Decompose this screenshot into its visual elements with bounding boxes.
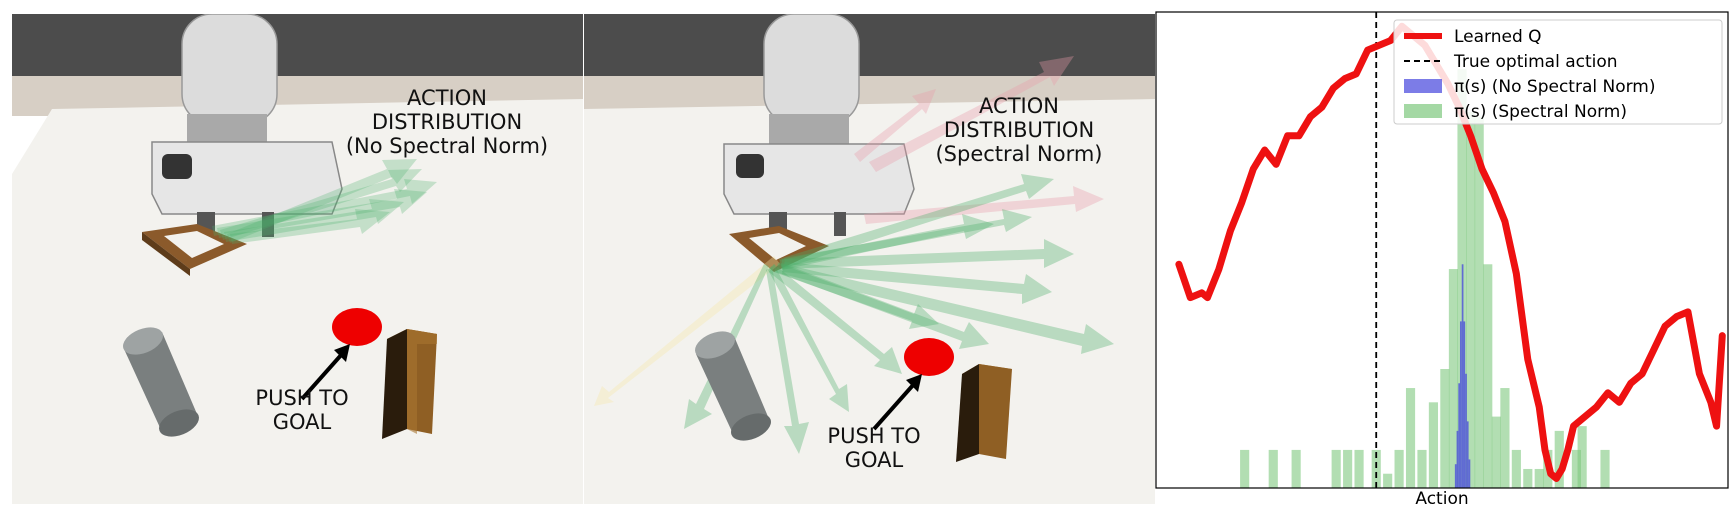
robot-arm [151,14,343,242]
spectral-hist-bar [1466,111,1476,489]
goal-marker [332,308,382,346]
title-line: ACTION [979,94,1059,118]
title-line: (No Spectral Norm) [345,134,549,158]
spectral-hist-bar [1417,449,1427,488]
spectral-hist-bar [1405,388,1416,488]
chart-canvas: Learned Q True optimal action π(s) (No Spe… [1155,11,1729,506]
spectral-hist-bar [1600,449,1610,488]
spectral-hist-bar [1448,269,1459,488]
cylinder-object [695,331,771,441]
spectral-hist-bar [1474,116,1484,488]
spectral-hist-bar [1343,449,1353,488]
spectral-hist-bar [1500,388,1510,488]
spectral-hist-bar [1534,468,1544,488]
simulation-render [12,14,583,504]
legend-label: π(s) (Spectral Norm) [1454,102,1627,122]
spectral-hist-bar [1440,369,1450,488]
spectral-hist-bar [1554,430,1564,488]
spectral-hist-bar [1491,416,1501,488]
spectral-hist-bar [1268,449,1278,488]
cylinder-object [123,327,199,437]
action-distribution-label: ACTION DISTRIBUTION (Spectral Norm) [904,94,1134,166]
title-line: DISTRIBUTION [943,118,1095,142]
spectral-hist-bar [1571,449,1581,488]
push-line: GOAL [844,448,904,472]
push-line: PUSH TO [255,386,349,410]
legend-label: Learned Q [1454,27,1542,47]
spectral-norm-histogram [1240,69,1610,489]
spectral-hist-bar [1291,449,1301,488]
goal-marker [904,338,954,376]
robot-arm [723,14,915,240]
spectral-hist-bar [1394,449,1404,488]
learned-q-series [1175,22,1726,482]
simulation-render [584,14,1155,504]
x-axis-label: Action [1415,489,1468,506]
no-spectral-hist-bar [1454,464,1457,488]
title-line: (Spectral Norm) [935,142,1103,166]
no-spectral-norm-histogram [1454,264,1471,488]
frame-object [729,226,829,272]
no-spectral-hist-bar [1458,383,1461,488]
action-arrows [212,159,437,244]
legend: Learned Q True optimal action π(s) (No Spe… [1393,19,1723,125]
spectral-hist-bar [1240,449,1250,488]
back-wall [584,14,1155,84]
spectral-hist-bar [1577,426,1587,488]
title-line: ACTION [407,86,487,110]
back-wall [12,14,583,84]
push-to-goal-label: PUSH TO GOAL [804,424,944,472]
action-distribution-label: ACTION DISTRIBUTION (No Spectral Norm) [317,86,577,158]
legend-label: π(s) (No Spectral Norm) [1454,77,1656,97]
no-spectral-hist-bar [1461,264,1464,488]
push-arrow [300,344,350,401]
legend-box [1393,19,1723,125]
title-line: DISTRIBUTION [371,110,523,134]
no-spectral-hist-bar [1460,321,1462,488]
q-value-chart: Learned Q True optimal action π(s) (No Spe… [1154,0,1732,506]
push-line: GOAL [272,410,332,434]
spectral-hist-bar [1523,468,1533,488]
spectral-hist-bar [1483,264,1493,488]
learned-q-line [1175,22,1726,482]
spectral-hist-bar [1354,449,1364,488]
wooden-block [956,364,1012,462]
spectral-hist-bar [1511,449,1521,488]
no-spectral-hist-bar [1463,321,1466,488]
wooden-block [382,329,437,439]
no-spectral-hist-bar [1465,373,1467,488]
spectral-hist-bar [1428,402,1438,488]
spectral-hist-bar [1383,473,1393,488]
plot-frame [1155,11,1729,489]
no-spectral-hist-bar [1468,459,1471,488]
scene-panel-no-spectral-norm: ACTION DISTRIBUTION (No Spectral Norm) P… [12,14,583,504]
no-spectral-hist-bar [1456,430,1459,488]
push-arrow [872,374,922,431]
scene-panel-spectral-norm: ACTION DISTRIBUTION (Spectral Norm) PUSH… [584,14,1155,504]
legend-swatch-patch [1404,104,1442,118]
legend-label: True optimal action [1453,52,1618,72]
spectral-hist-bar [1371,449,1381,488]
spectral-hist-bar [1331,449,1341,488]
frame-object [142,224,247,276]
legend-swatch-patch [1404,79,1442,93]
push-to-goal-label: PUSH TO GOAL [232,386,372,434]
no-spectral-hist-bar [1466,421,1469,488]
push-line: PUSH TO [827,424,921,448]
